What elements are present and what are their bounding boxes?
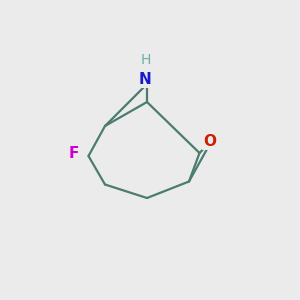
Text: H: H [140, 53, 151, 67]
Text: N: N [139, 72, 152, 87]
Text: F: F [68, 146, 79, 160]
Text: O: O [203, 134, 217, 148]
